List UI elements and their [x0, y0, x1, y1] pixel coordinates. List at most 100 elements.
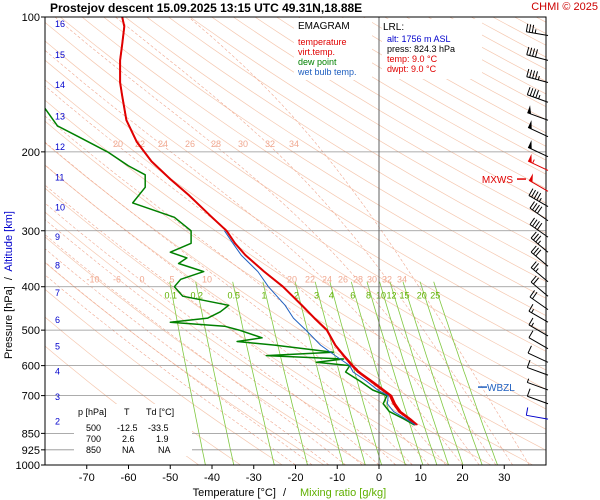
altitude-tick-label: 13: [55, 112, 65, 122]
dry-adiabat: [45, 211, 408, 465]
table-header-td: Td [°C]: [146, 407, 174, 417]
lrl-box: LRL: alt: 1756 m ASL press: 824.3 hPa te…: [382, 19, 482, 79]
credit-label: CHMI © 2025: [531, 1, 598, 13]
wind-barb: [527, 345, 549, 363]
wind-barb: [527, 153, 549, 171]
barb-feather: [532, 291, 538, 300]
legend-item-temperature: temperature: [298, 37, 347, 47]
mixing-ratio-label: 12: [386, 291, 396, 301]
table-row-700-td: 1.9: [156, 434, 169, 444]
mixing-ratio-label: 4: [329, 291, 334, 301]
altitude-tick-label: 6: [55, 315, 60, 325]
table-row-700-p: 700: [86, 434, 101, 444]
wind-barb: [530, 231, 549, 253]
barb-feather: [528, 317, 534, 326]
y-tick-label: 300: [22, 226, 40, 238]
barb-staff: [526, 31, 549, 37]
mixing-ratio-line: [366, 281, 424, 465]
wind-barb: [527, 120, 549, 138]
barb-feather: [526, 68, 530, 77]
barb-feather: [527, 345, 532, 354]
x-tick-label: -50: [162, 472, 178, 484]
wind-barb: [529, 217, 549, 238]
wind-barb: [530, 275, 549, 297]
mixing-ratio-label: 0.2: [190, 291, 203, 301]
wind-barb: [528, 304, 549, 323]
adiabat-label: 26: [338, 275, 348, 285]
barb-half-feather: [537, 75, 540, 81]
wind-barb: [529, 290, 549, 311]
moist-adiabat: [45, 248, 330, 465]
lrl-temperature: temp: 9.0 °C: [387, 54, 438, 64]
y-tick-label: 1000: [16, 460, 40, 472]
wind-barb: [528, 173, 549, 192]
x-tick-label: 10: [415, 472, 427, 484]
barb-staff: [527, 126, 549, 138]
y-axis-title-altitude: Altitude [km]: [3, 211, 15, 272]
y-axis-title-separator: /: [3, 276, 15, 280]
wbzl-marker: WBZL: [478, 383, 515, 394]
altitude-tick-label: 2: [55, 416, 60, 426]
table-row-850-t: NA: [122, 445, 135, 455]
dry-adiabat: [254, 17, 546, 189]
mixing-ratio-label: 2: [294, 291, 299, 301]
moist-adiabat: [188, 17, 530, 465]
mixing-ratio-line: [433, 281, 498, 465]
barb-feather: [535, 90, 539, 98]
mixing-ratio-label: 0.1: [164, 291, 177, 301]
mixing-ratio-line: [294, 281, 344, 465]
dry-adiabat: [362, 17, 546, 120]
barb-half-feather: [538, 94, 541, 100]
x-tick-label: 0: [376, 472, 382, 484]
altitude-tick-label: 10: [55, 203, 65, 213]
adiabat-label: 20: [113, 139, 123, 149]
barb-staff: [528, 324, 549, 337]
mxws-label: MXWS: [482, 175, 513, 186]
barb-flag: [528, 120, 532, 130]
dry-adiabat: [45, 236, 366, 465]
dry-adiabat: [45, 59, 546, 390]
series-dew-point: [45, 107, 415, 426]
barb-staff: [529, 207, 549, 222]
x-tick-label: -60: [121, 472, 137, 484]
barb-feather: [533, 191, 539, 199]
dry-adiabat: [406, 17, 546, 95]
barb-feather: [536, 192, 542, 201]
barb-half-feather: [535, 268, 539, 272]
adiabat-label: 30: [238, 139, 248, 149]
barb-feather: [535, 235, 542, 243]
wind-barb: [526, 388, 549, 405]
barb-half-feather: [531, 308, 534, 313]
mixing-ratio-line: [379, 281, 438, 465]
dry-adiabat: [45, 99, 546, 430]
dry-adiabat: [60, 17, 546, 334]
adiabat-label: 28: [211, 139, 221, 149]
barb-feather: [526, 87, 531, 95]
wind-barb: [528, 188, 549, 208]
svg-text:Pressure [hPa] / Altit: Pressure [hPa] / Altitude [km]: [3, 211, 15, 359]
table-row-850-td: NA: [158, 445, 171, 455]
mixing-ratio-label: 25: [430, 291, 440, 301]
barb-feather: [530, 261, 537, 268]
barb-feather: [535, 249, 542, 257]
table-header-p: p [hPa]: [78, 407, 107, 417]
barb-flag: [528, 173, 533, 183]
dry-adiabat: [45, 345, 200, 465]
y-tick-label: 500: [22, 325, 40, 337]
svg-text:Temperature [°C] /: Temperature [°C] /: [193, 487, 287, 499]
wind-barb: [528, 317, 549, 337]
chart-title: Prostejov descent 15.09.2025 13:15 UTC 4…: [50, 1, 362, 15]
mixing-ratio-label: 3: [314, 291, 319, 301]
moist-adiabat: [45, 274, 296, 465]
barb-staff: [530, 267, 549, 283]
altitude-tick-label: 5: [55, 341, 60, 351]
altitude-tick-label: 4: [55, 367, 60, 377]
moist-adiabat: [45, 219, 363, 465]
barb-staff: [526, 54, 549, 61]
barb-feather: [530, 275, 537, 283]
dry-adiabat: [384, 17, 546, 108]
barb-feather: [532, 70, 536, 79]
adiabat-label: 5: [169, 275, 174, 285]
barb-flag: [528, 153, 532, 163]
adiabat-label: 26: [185, 139, 195, 149]
